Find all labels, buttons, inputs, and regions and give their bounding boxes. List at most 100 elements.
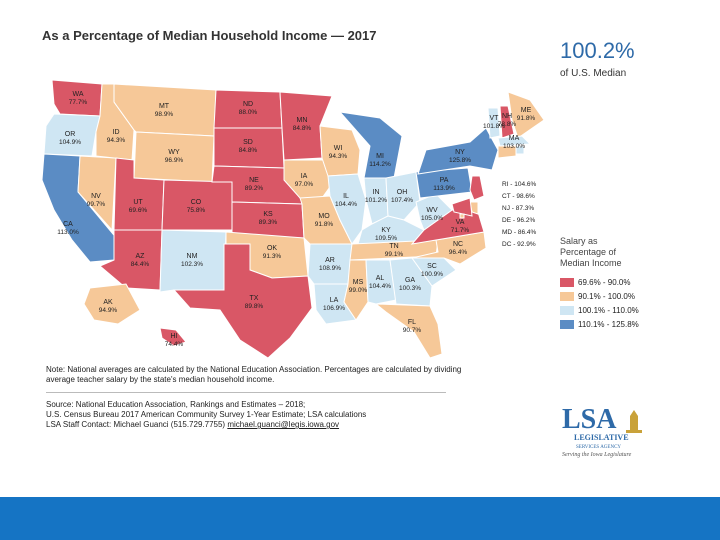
state-tx (172, 243, 313, 359)
logo-line2: SERVICES AGENCY (576, 445, 621, 450)
state-value-nm: 102.3% (181, 261, 203, 268)
state-value-ma: 103.0% (503, 143, 525, 150)
state-abbr-ks: KS (263, 211, 273, 218)
state-abbr-mi: MI (376, 153, 384, 160)
state-abbr-wa: WA (72, 91, 83, 98)
state-abbr-ga: GA (405, 277, 415, 284)
state-abbr-id: ID (113, 129, 120, 136)
state-value-mi: 114.2% (369, 161, 391, 168)
legend-item: 110.1% - 125.8% (560, 320, 639, 330)
state-nj (469, 175, 485, 201)
legend-item: 100.1% - 110.0% (560, 306, 639, 316)
state-value-ny: 125.8% (449, 157, 471, 164)
state-abbr-nv: NV (91, 193, 101, 200)
state-abbr-tx: TX (250, 295, 259, 302)
state-abbr-sd: SD (243, 139, 253, 146)
state-abbr-vt: VT (490, 115, 500, 122)
state-abbr-al: AL (376, 275, 385, 282)
state-value-ks: 89.3% (259, 219, 278, 226)
state-abbr-ms: MS (353, 279, 364, 286)
legend-swatch (560, 278, 574, 288)
state-value-ak: 94.9% (99, 307, 118, 314)
state-value-ok: 91.3% (263, 253, 282, 260)
state-ar (307, 243, 353, 285)
state-abbr-mt: MT (159, 103, 170, 110)
state-abbr-nd: ND (243, 101, 253, 108)
legend-swatch (560, 292, 574, 302)
state-abbr-sc: SC (427, 263, 437, 270)
state-value-pa: 113.9% (433, 185, 455, 192)
state-ma (497, 135, 532, 147)
state-value-la: 106.9% (323, 305, 345, 312)
legend-swatch (560, 320, 574, 330)
state-value-ar: 108.9% (319, 265, 341, 272)
state-value-nc: 96.4% (449, 249, 468, 256)
state-abbr-nc: NC (453, 241, 463, 248)
state-ga (389, 257, 433, 307)
state-abbr-nh: NH (502, 113, 512, 120)
state-abbr-mn: MN (297, 117, 308, 124)
source-block: Source: National Education Association, … (46, 400, 367, 429)
state-abbr-wi: WI (334, 145, 343, 152)
state-value-wy: 96.9% (165, 157, 184, 164)
logo-mark: LSA (562, 404, 617, 435)
state-abbr-ok: OK (267, 245, 277, 252)
state-abbr-va: VA (456, 219, 465, 226)
state-value-nv: 99.7% (87, 201, 106, 208)
us-median-label: of U.S. Median (560, 68, 627, 79)
side-label-ri: RI - 104.6% (502, 181, 537, 188)
state-ny (417, 127, 499, 175)
us-median-value: 100.2% (560, 38, 635, 63)
legend-item: 90.1% - 100.0% (560, 292, 635, 302)
state-me (507, 91, 545, 139)
state-value-ga: 100.3% (399, 285, 421, 292)
state-value-ne: 89.2% (245, 185, 264, 192)
state-abbr-co: CO (191, 199, 202, 206)
contact-email[interactable]: michael.guanci@legis.iowa.gov (227, 420, 340, 429)
state-ct (497, 145, 517, 159)
state-value-sd: 84.8% (239, 147, 258, 154)
state-value-oh: 107.4% (391, 197, 413, 204)
state-abbr-ia: IA (301, 173, 308, 180)
state-abbr-me: ME (521, 107, 532, 114)
state-nh (499, 105, 515, 139)
state-value-tx: 89.8% (245, 303, 264, 310)
state-value-wa: 77.7% (69, 99, 88, 106)
state-abbr-pa: PA (440, 177, 449, 184)
state-value-id: 94.3% (107, 137, 126, 144)
state-value-ky: 109.5% (375, 235, 397, 242)
state-value-ut: 69.6% (129, 207, 148, 214)
state-md (451, 197, 473, 217)
state-abbr-ak: AK (103, 299, 113, 306)
state-abbr-la: LA (330, 297, 339, 304)
state-value-fl: 90.7% (403, 327, 422, 334)
state-value-az: 84.4% (131, 261, 150, 268)
state-abbr-il: IL (343, 193, 349, 200)
legend-title: Salary as Percentage of Median Income (560, 236, 622, 268)
state-abbr-nm: NM (187, 253, 198, 260)
state-value-hi: 74.4% (165, 341, 184, 348)
state-nc (411, 231, 487, 265)
state-value-mn: 84.8% (293, 125, 312, 132)
divider (46, 392, 446, 393)
state-value-il: 104.4% (335, 201, 357, 208)
logo-tagline: Serving the Iowa Legislature (562, 452, 632, 458)
state-abbr-ma: MA (509, 135, 520, 142)
state-abbr-ut: UT (133, 199, 143, 206)
state-abbr-oh: OH (397, 189, 408, 196)
state-vt (487, 107, 501, 139)
page-title: As a Percentage of Median Household Inco… (42, 28, 377, 43)
state-abbr-or: OR (65, 131, 76, 138)
lsa-logo: LSA LEGISLATIVE SERVICES AGENCY Serving … (560, 400, 690, 460)
state-value-in: 101.2% (365, 197, 387, 204)
state-al (365, 259, 397, 305)
legend-swatch (560, 306, 574, 316)
state-abbr-tn: TN (389, 243, 398, 250)
state-value-sc: 100.9% (421, 271, 443, 278)
us-map: WA77.7%OR104.9%CA113.0%NV99.7%ID94.3%MT9… (41, 80, 545, 359)
state-abbr-ca: CA (63, 221, 73, 228)
state-value-vt: 101.8% (483, 123, 505, 130)
state-fl (374, 303, 443, 359)
state-oh (385, 171, 421, 221)
state-abbr-wv: WV (426, 207, 438, 214)
